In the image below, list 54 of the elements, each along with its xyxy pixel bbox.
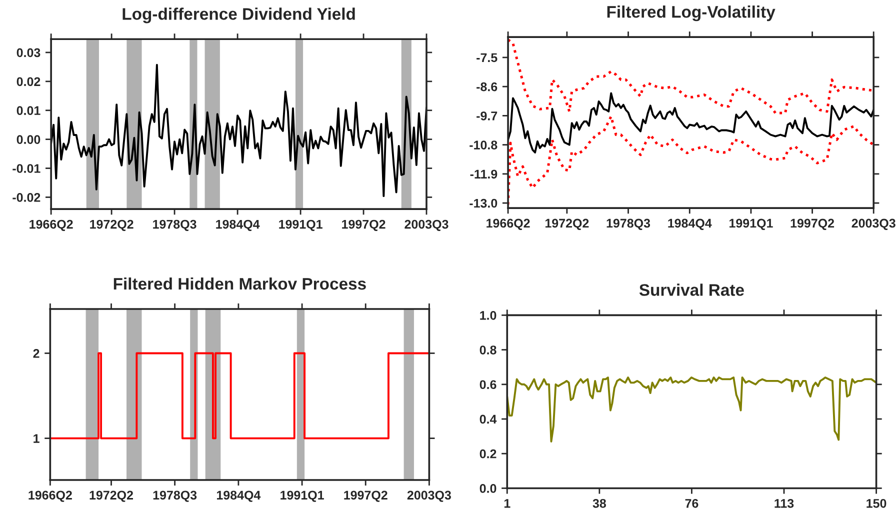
y-tick-label: -10.8 (470, 140, 498, 150)
y-tick-label: 0.01 (16, 106, 40, 116)
chart-title: Filtered Hidden Markov Process (114, 277, 366, 290)
x-tick-label: 1972Q2 (90, 220, 134, 232)
y-tick-label: 0.4 (480, 414, 497, 424)
y-tick-label: -0.02 (12, 193, 40, 202)
chart-title: Filtered Log-Volatility (607, 6, 776, 22)
x-tick-label: 1966Q2 (486, 218, 530, 230)
y-tick-label: 0.0 (480, 484, 496, 493)
x-tick-label: 1991Q1 (279, 220, 322, 232)
x-tick-label: 1984Q4 (216, 490, 261, 502)
y-tick-label: 2 (33, 349, 40, 358)
y-tick-label: 0.8 (480, 346, 496, 354)
x-tick-label: 2003Q3 (404, 220, 448, 232)
x-tick-label: 1978Q3 (153, 220, 196, 232)
y-tick-label: 0.00 (16, 135, 40, 144)
y-tick-label: 0.6 (480, 380, 496, 390)
x-tick-label: 1 (504, 499, 510, 508)
x-tick-label: 1991Q1 (280, 490, 324, 502)
y-tick-label: -8.6 (476, 82, 498, 92)
y-tick-label: -13.0 (470, 198, 498, 208)
line-series (51, 64, 426, 198)
x-tick-label: 1991Q1 (730, 218, 773, 230)
x-tick-label: 1978Q3 (606, 218, 650, 230)
x-tick-label: 1966Q2 (30, 220, 73, 232)
x-tick-label: 1972Q2 (545, 218, 589, 230)
x-tick-label: 1984Q4 (668, 218, 712, 230)
y-tick-label: 0.2 (480, 449, 496, 458)
x-tick-label: 1966Q2 (28, 490, 72, 502)
y-tick-label: -9.7 (476, 111, 498, 120)
line-series (507, 376, 876, 442)
x-tick-label: 113 (774, 498, 794, 508)
x-tick-label: 2003Q3 (852, 218, 896, 230)
y-tick-label: 1 (34, 434, 40, 443)
x-tick-label: 76 (685, 498, 698, 508)
line-series (508, 92, 874, 154)
x-tick-label: 1978Q3 (153, 490, 197, 502)
x-tick-label: 1997Q2 (342, 220, 386, 232)
y-tick-label: -11.9 (470, 170, 498, 179)
x-tick-label: 2003Q3 (407, 490, 451, 502)
x-tick-label: 150 (866, 498, 886, 508)
chart-title: Log-difference Dividend Yield (122, 8, 355, 24)
x-tick-label: 1972Q2 (90, 490, 133, 502)
y-tick-label: 0.02 (16, 77, 40, 86)
y-tick-label: -0.01 (12, 164, 40, 173)
line-series (508, 115, 874, 206)
y-tick-label: 1.0 (480, 310, 496, 320)
y-tick-label: 0.03 (16, 48, 40, 58)
y-tick-label: -7.5 (476, 53, 498, 62)
x-tick-label: 1984Q4 (216, 220, 260, 232)
x-tick-label: 1997Q2 (790, 218, 834, 230)
chart-title: Survival Rate (639, 284, 744, 296)
x-tick-label: 1997Q2 (344, 490, 388, 502)
x-tick-label: 38 (592, 498, 606, 508)
